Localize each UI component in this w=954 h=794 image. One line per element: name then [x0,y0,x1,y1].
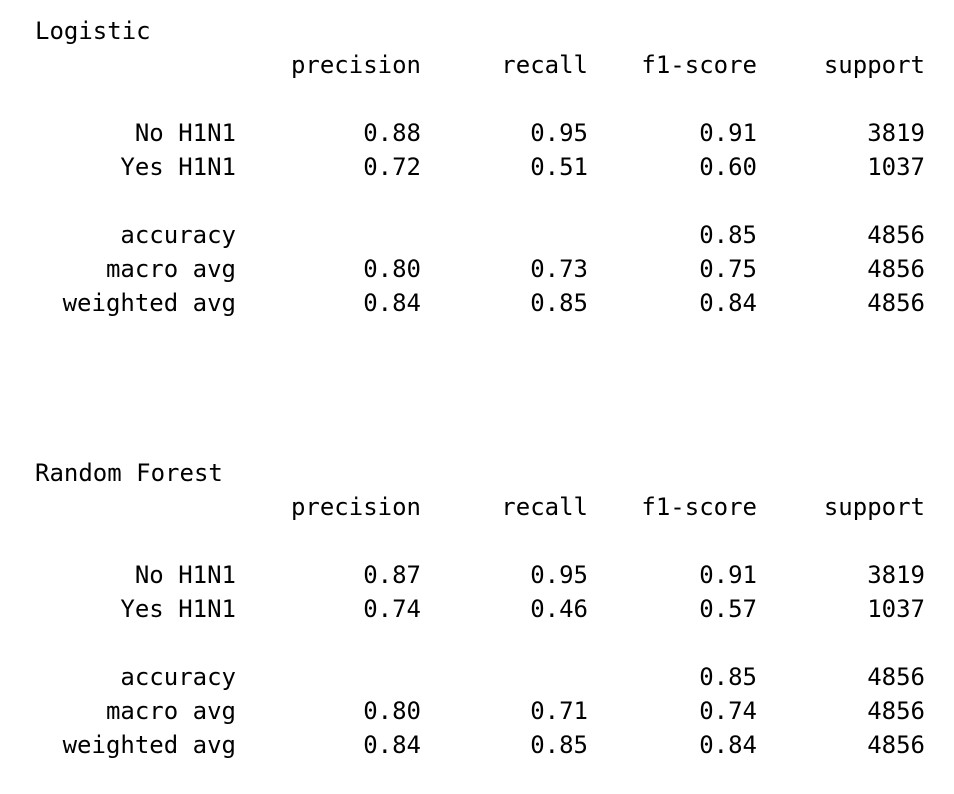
f1-value: 0.84 [699,731,757,759]
precision-value: 0.84 [363,731,421,759]
support-value: 4856 [867,731,925,759]
header-row: precision recall f1-score support [0,48,954,82]
row-label: Yes H1N1 [120,595,236,623]
support-value: 4856 [867,221,925,249]
f1-value: 0.91 [699,119,757,147]
accuracy-row: accuracy 0.85 4856 [0,660,954,694]
recall-value: 0.73 [530,255,588,283]
recall-value: 0.51 [530,153,588,181]
recall-value: 0.85 [530,731,588,759]
precision-value: 0.88 [363,119,421,147]
support-value: 3819 [867,561,925,589]
blank-line [0,82,954,116]
header-recall: recall [501,493,588,521]
class-row-yes-h1n1: Yes H1N1 0.74 0.46 0.57 1037 [0,592,954,626]
recall-value: 0.95 [530,561,588,589]
header-precision: precision [290,51,421,79]
report-title-line: Logistic [0,14,954,48]
precision-value: 0.80 [363,697,421,725]
random-forest-report: Random Forest precision recall f1-score … [0,456,954,762]
row-label: weighted avg [62,731,236,759]
precision-value: 0.80 [363,255,421,283]
f1-value: 0.85 [699,221,757,249]
header-f1-score: f1-score [641,493,757,521]
precision-value: 0.84 [363,289,421,317]
f1-value: 0.84 [699,289,757,317]
row-label: Yes H1N1 [120,153,236,181]
recall-value: 0.71 [530,697,588,725]
header-row: precision recall f1-score support [0,490,954,524]
logistic-report: Logistic precision recall f1-score suppo… [0,14,954,320]
support-value: 3819 [867,119,925,147]
f1-value: 0.85 [699,663,757,691]
class-row-yes-h1n1: Yes H1N1 0.72 0.51 0.60 1037 [0,150,954,184]
f1-value: 0.74 [699,697,757,725]
row-label: accuracy [120,221,236,249]
recall-value: 0.85 [530,289,588,317]
f1-value: 0.60 [699,153,757,181]
row-label: No H1N1 [134,561,236,589]
class-row-no-h1n1: No H1N1 0.88 0.95 0.91 3819 [0,116,954,150]
blank-line [0,524,954,558]
precision-value: 0.87 [363,561,421,589]
report-title-line: Random Forest [0,456,954,490]
precision-value: 0.74 [363,595,421,623]
macro-avg-row: macro avg 0.80 0.73 0.75 4856 [0,252,954,286]
header-support: support [823,493,925,521]
header-precision: precision [290,493,421,521]
blank-line [0,184,954,218]
support-value: 4856 [867,697,925,725]
support-value: 4856 [867,255,925,283]
header-support: support [823,51,925,79]
header-recall: recall [501,51,588,79]
recall-value: 0.95 [530,119,588,147]
weighted-avg-row: weighted avg 0.84 0.85 0.84 4856 [0,286,954,320]
f1-value: 0.91 [699,561,757,589]
row-label: weighted avg [62,289,236,317]
row-label: accuracy [120,663,236,691]
accuracy-row: accuracy 0.85 4856 [0,218,954,252]
support-value: 1037 [867,595,925,623]
report-title: Random Forest [35,459,223,487]
class-row-no-h1n1: No H1N1 0.87 0.95 0.91 3819 [0,558,954,592]
precision-value: 0.72 [363,153,421,181]
weighted-avg-row: weighted avg 0.84 0.85 0.84 4856 [0,728,954,762]
support-value: 1037 [867,153,925,181]
report-title: Logistic [35,17,151,45]
f1-value: 0.75 [699,255,757,283]
f1-value: 0.57 [699,595,757,623]
blank-line [0,626,954,660]
support-value: 4856 [867,289,925,317]
row-label: No H1N1 [134,119,236,147]
recall-value: 0.46 [530,595,588,623]
header-f1-score: f1-score [641,51,757,79]
row-label: macro avg [105,255,236,283]
row-label: macro avg [105,697,236,725]
macro-avg-row: macro avg 0.80 0.71 0.74 4856 [0,694,954,728]
support-value: 4856 [867,663,925,691]
